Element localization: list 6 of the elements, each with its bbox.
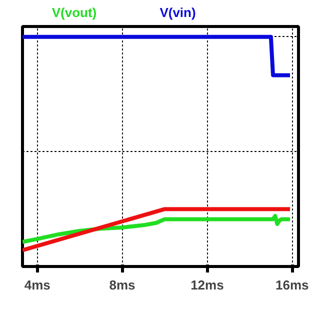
- series-label: V(vin): [160, 5, 196, 20]
- x-tick-label: 8ms: [109, 278, 136, 292]
- x-tick-label: 12ms: [190, 278, 224, 292]
- x-tick-label: 4ms: [24, 278, 50, 292]
- x-tick-label: 16ms: [276, 278, 309, 292]
- text: V(vout): [52, 5, 97, 20]
